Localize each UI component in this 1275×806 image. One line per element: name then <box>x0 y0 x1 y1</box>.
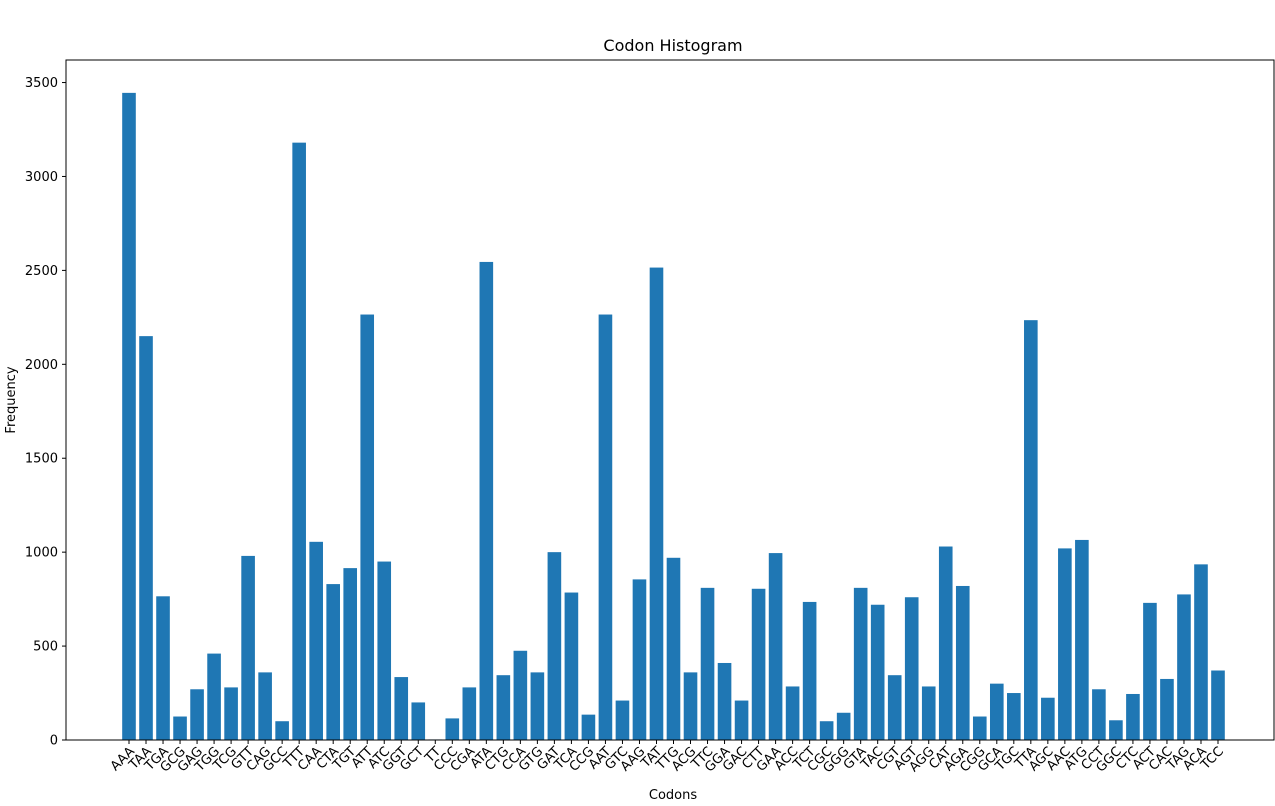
bar-gac <box>734 700 749 740</box>
bar-aat <box>598 314 613 740</box>
bars-group <box>122 92 1225 741</box>
bar-gag <box>190 689 204 740</box>
bar-gtc <box>615 700 630 740</box>
bar-tat <box>649 267 664 740</box>
bar-taa <box>139 336 153 740</box>
y-tick-label: 2500 <box>25 264 58 279</box>
bar-tct <box>802 601 817 740</box>
bar-gcg <box>173 716 187 740</box>
bar-tag <box>1177 594 1191 740</box>
bar-ttc <box>700 587 715 740</box>
bar-tcg <box>224 687 238 740</box>
bar-ctg <box>496 675 511 740</box>
bar-gcc <box>275 721 289 740</box>
bar-cac <box>1160 678 1174 740</box>
y-tick-label: 1500 <box>25 452 58 467</box>
bar-agc <box>1041 697 1055 740</box>
bar-aag <box>632 579 647 740</box>
chart-title: Codon Histogram <box>603 36 742 55</box>
bar-att <box>360 314 375 740</box>
bar-acg <box>683 672 698 740</box>
bar-ttt <box>292 142 306 740</box>
bar-caa <box>309 541 323 740</box>
bar-cgt <box>887 675 902 740</box>
bar-tta <box>1024 320 1038 740</box>
y-tick-label: 2000 <box>25 358 58 373</box>
bar-tgc <box>1007 693 1021 740</box>
bar-gaa <box>768 553 783 740</box>
bar-ctc <box>1126 693 1140 740</box>
bar-tac <box>870 604 885 740</box>
bar-gtg <box>530 672 545 740</box>
bar-gca <box>989 683 1004 740</box>
bar-cca <box>513 650 528 740</box>
bar-ggc <box>1109 720 1123 740</box>
bar-ttg <box>666 557 681 740</box>
y-tick-label: 1000 <box>25 546 58 561</box>
bar-atc <box>377 561 392 740</box>
bar-gct <box>411 702 426 740</box>
y-tick-label: 3500 <box>25 76 58 91</box>
bar-gta <box>853 587 868 740</box>
bar-aca <box>1194 564 1208 740</box>
bar-acc <box>785 686 800 740</box>
bar-agt <box>904 597 919 740</box>
bar-cag <box>258 672 272 740</box>
bar-tgt <box>343 568 358 740</box>
y-axis: 0 500 1000 1500 2000 2500 3000 3500 <box>25 76 66 749</box>
bar-ccg <box>581 714 596 740</box>
bar-cgc <box>819 721 834 740</box>
x-axis: AAATAATGAGCGGAGTGGTCGGTTCAGGCCTTTCAACTAT… <box>108 740 1227 776</box>
bar-gga <box>717 662 732 740</box>
bar-cgg <box>972 716 987 740</box>
y-tick-label: 0 <box>50 734 58 749</box>
bar-ggg <box>836 712 851 740</box>
bar-cta <box>326 584 340 740</box>
bar-aaa <box>122 92 136 741</box>
bar-tcc <box>1211 670 1225 740</box>
bar-ccc <box>445 718 460 740</box>
bar-cga <box>462 687 477 740</box>
bar-tca <box>564 592 579 740</box>
bar-aga <box>955 585 970 740</box>
y-axis-label: Frequency <box>4 366 19 433</box>
bar-gtt <box>241 555 255 740</box>
bar-cat <box>938 546 953 740</box>
bar-agg <box>921 686 936 740</box>
x-axis-label: Codons <box>649 788 697 803</box>
bar-act <box>1143 602 1157 740</box>
bar-cct <box>1092 689 1106 740</box>
bar-ggt <box>394 677 409 740</box>
bar-tga <box>156 596 170 740</box>
bar-ctt <box>751 588 766 740</box>
y-tick-label: 3000 <box>25 170 58 185</box>
y-tick-label: 500 <box>33 640 58 655</box>
plot-frame <box>65 59 1275 741</box>
bar-ata <box>479 261 494 740</box>
bar-tgg <box>207 653 221 740</box>
bar-aac <box>1058 548 1072 740</box>
bar-gat <box>547 552 562 740</box>
bar-atg <box>1075 539 1089 740</box>
